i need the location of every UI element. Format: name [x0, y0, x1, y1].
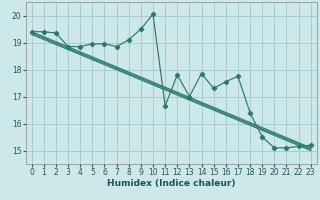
X-axis label: Humidex (Indice chaleur): Humidex (Indice chaleur) [107, 179, 236, 188]
